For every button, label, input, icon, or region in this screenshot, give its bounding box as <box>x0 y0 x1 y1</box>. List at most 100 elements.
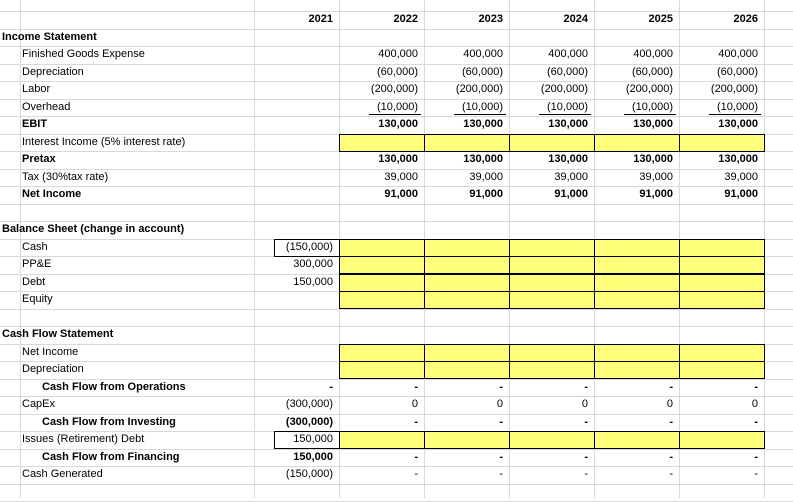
row-label[interactable]: Labor <box>22 83 51 95</box>
value-cell[interactable] <box>509 239 594 256</box>
value-cell[interactable] <box>254 344 339 361</box>
value-cell[interactable]: 91,000 <box>554 188 588 200</box>
value-cell[interactable] <box>679 274 764 291</box>
value-cell[interactable] <box>594 274 679 291</box>
value-cell[interactable]: 150,000 <box>293 451 333 463</box>
value-cell[interactable]: 130,000 <box>548 153 588 165</box>
section-title-income_statement[interactable]: Income Statement <box>2 31 97 43</box>
value-cell[interactable]: - <box>669 381 673 393</box>
value-cell[interactable] <box>509 431 594 448</box>
value-cell[interactable]: (200,000) <box>710 83 758 95</box>
value-cell[interactable]: - <box>584 416 588 428</box>
value-cell[interactable]: - <box>499 451 503 463</box>
value-cell[interactable] <box>254 81 339 98</box>
value-cell[interactable] <box>424 256 509 273</box>
value-cell[interactable] <box>339 274 424 291</box>
input-cell-highlight[interactable] <box>679 134 765 152</box>
year-header-2021[interactable]: 2021 <box>308 13 333 25</box>
value-cell[interactable]: 39,000 <box>469 171 503 183</box>
value-cell[interactable]: (60,000) <box>547 66 588 78</box>
value-cell[interactable] <box>679 256 764 273</box>
row-label[interactable]: Issues (Retirement) Debt <box>22 433 145 445</box>
row-label[interactable]: Equity <box>22 293 53 305</box>
value-cell[interactable]: (300,000) <box>285 416 333 428</box>
value-cell[interactable]: 150,000 <box>293 433 333 445</box>
value-cell[interactable] <box>679 361 764 378</box>
value-cell[interactable] <box>339 361 424 378</box>
value-cell[interactable]: - <box>754 451 758 463</box>
value-cell[interactable]: 130,000 <box>718 118 758 130</box>
value-cell[interactable]: 400,000 <box>378 48 418 60</box>
value-cell[interactable] <box>679 344 764 361</box>
value-cell[interactable]: 0 <box>751 398 758 410</box>
value-cell[interactable] <box>509 256 594 273</box>
row-label[interactable]: Debt <box>22 276 46 288</box>
input-cell-highlight[interactable] <box>679 431 765 449</box>
value-cell[interactable]: (60,000) <box>462 66 503 78</box>
row-label[interactable]: Cash <box>22 241 48 253</box>
value-cell[interactable]: (200,000) <box>540 83 588 95</box>
value-cell[interactable] <box>424 291 509 308</box>
year-header-2025[interactable]: 2025 <box>648 13 673 25</box>
section-title-balance_sheet[interactable]: Balance Sheet (change in account) <box>2 223 185 235</box>
value-cell[interactable]: 130,000 <box>633 153 673 165</box>
row-label[interactable]: Overhead <box>22 101 71 113</box>
row-label[interactable]: Net Income <box>22 188 82 200</box>
value-cell[interactable]: - <box>754 381 758 393</box>
value-cell[interactable]: 0 <box>666 398 673 410</box>
value-cell[interactable] <box>424 134 509 151</box>
value-cell[interactable]: 130,000 <box>378 153 418 165</box>
value-cell[interactable]: 91,000 <box>724 188 758 200</box>
value-cell[interactable] <box>339 431 424 448</box>
row-label[interactable]: CapEx <box>22 398 56 410</box>
value-cell[interactable] <box>424 431 509 448</box>
value-cell[interactable] <box>679 134 764 151</box>
value-cell[interactable]: (10,000) <box>547 101 588 113</box>
value-cell[interactable] <box>594 134 679 151</box>
value-cell[interactable] <box>424 344 509 361</box>
value-cell[interactable]: 91,000 <box>469 188 503 200</box>
value-cell[interactable] <box>254 151 339 168</box>
value-cell[interactable] <box>594 239 679 256</box>
year-header-2023[interactable]: 2023 <box>478 13 503 25</box>
input-cell-highlight[interactable] <box>679 291 765 309</box>
value-cell[interactable] <box>254 169 339 186</box>
value-cell[interactable] <box>254 99 339 116</box>
input-cell-highlight[interactable] <box>679 361 765 379</box>
value-cell[interactable]: 39,000 <box>724 171 758 183</box>
value-cell[interactable] <box>679 291 764 308</box>
value-cell[interactable] <box>254 186 339 203</box>
value-cell[interactable]: 130,000 <box>548 118 588 130</box>
year-header-2024[interactable]: 2024 <box>563 13 588 25</box>
value-cell[interactable]: - <box>584 468 588 480</box>
value-cell[interactable]: (200,000) <box>625 83 673 95</box>
value-cell[interactable]: - <box>584 451 588 463</box>
row-label[interactable]: Cash Flow from Financing <box>42 451 180 463</box>
value-cell[interactable]: (200,000) <box>370 83 418 95</box>
value-cell[interactable]: 300,000 <box>293 258 333 270</box>
value-cell[interactable] <box>509 291 594 308</box>
value-cell[interactable]: 400,000 <box>548 48 588 60</box>
value-cell[interactable]: 400,000 <box>633 48 673 60</box>
value-cell[interactable]: 130,000 <box>463 153 503 165</box>
value-cell[interactable] <box>679 239 764 256</box>
value-cell[interactable]: (300,000) <box>285 398 333 410</box>
value-cell[interactable]: (10,000) <box>632 101 673 113</box>
value-cell[interactable]: - <box>414 416 418 428</box>
year-header-2022[interactable]: 2022 <box>393 13 418 25</box>
value-cell[interactable]: (200,000) <box>455 83 503 95</box>
value-cell[interactable] <box>509 274 594 291</box>
value-cell[interactable] <box>254 291 339 308</box>
row-label[interactable]: Net Income <box>22 346 79 358</box>
value-cell[interactable] <box>594 256 679 273</box>
value-cell[interactable]: 39,000 <box>639 171 673 183</box>
value-cell[interactable] <box>339 134 424 151</box>
value-cell[interactable] <box>509 361 594 378</box>
value-cell[interactable]: - <box>499 381 503 393</box>
row-label[interactable]: Interest Income (5% interest rate) <box>22 136 186 148</box>
value-cell[interactable] <box>594 344 679 361</box>
row-label[interactable]: Tax (30%tax rate) <box>22 171 109 183</box>
value-cell[interactable] <box>679 431 764 448</box>
row-label[interactable]: Cash Flow from Investing <box>42 416 176 428</box>
value-cell[interactable] <box>339 344 424 361</box>
